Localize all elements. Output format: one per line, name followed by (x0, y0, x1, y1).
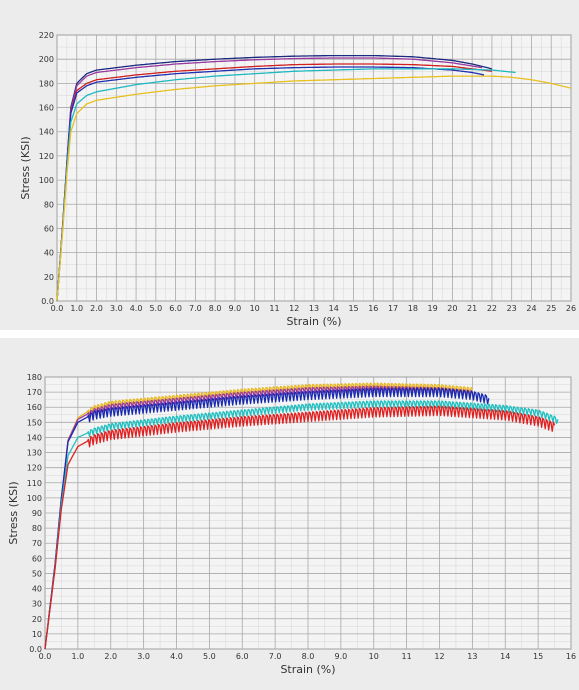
x-tick-label: 4.0 (130, 304, 143, 313)
y-tick-label: 100 (27, 494, 42, 503)
y-tick-label: 20 (44, 273, 54, 282)
x-tick-label: 17 (388, 304, 398, 313)
y-tick-label: 170 (27, 388, 42, 397)
x-axis-title: Strain (%) (280, 663, 335, 676)
x-tick-label: 16 (368, 304, 378, 313)
x-tick-label: 14 (500, 652, 510, 661)
series-group (56, 54, 572, 302)
x-tick-label: 15 (348, 304, 358, 313)
y-tick-label: 100 (39, 176, 54, 185)
y-tick-label: 80 (44, 200, 54, 209)
series-line-3 (44, 387, 490, 650)
stress-strain-chart-bottom: 0.0 1.0 2.0 3.0 4.0 5.0 6.0 7.0 8.0 9.0 10 11 12 13 14… (7, 373, 576, 676)
x-tick-label: 19 (428, 304, 438, 313)
x-tick-label: 8.0 (302, 652, 315, 661)
y-tick-label: 60 (44, 224, 54, 233)
x-tick-label: 8.0 (209, 304, 222, 313)
x-tick-label: 12 (289, 304, 299, 313)
y-tick-label: 130 (27, 449, 42, 458)
x-tick-label: 12 (434, 652, 444, 661)
series-group (44, 382, 559, 650)
series-line-6 (56, 75, 572, 302)
y-tick-label: 20 (32, 615, 42, 624)
x-tick-label: 9.0 (335, 652, 348, 661)
y-tick-label: 30 (32, 600, 42, 609)
x-tick-label: 7.0 (269, 652, 282, 661)
x-tick-label: 0.0 (51, 304, 64, 313)
stress-strain-chart-top: 0.0 1.0 2.0 3.0 4.0 5.0 6.0 7.0 8.0 9.0 10 11 12 13 14… (19, 31, 576, 328)
y-axis-title: Stress (KSI) (7, 481, 20, 544)
y-tick-label: 200 (39, 55, 54, 64)
y-tick-label: 150 (27, 418, 42, 427)
x-tick-label: 13 (467, 652, 477, 661)
x-tick-label: 11 (402, 652, 412, 661)
y-axis-title: Stress (KSI) (19, 136, 32, 199)
y-tick-label: 120 (27, 464, 42, 473)
series-line-5 (44, 405, 556, 650)
x-tick-label: 6.0 (236, 652, 249, 661)
x-tick-label: 3.0 (110, 304, 123, 313)
x-tick-label: 25 (546, 304, 556, 313)
x-tick-label: 4.0 (170, 652, 183, 661)
y-tick-label: 110 (27, 479, 42, 488)
y-tick-label: 160 (39, 104, 54, 113)
x-tick-label: 18 (408, 304, 418, 313)
x-axis-title: Strain (%) (286, 315, 341, 328)
y-tick-label: 60 (32, 554, 42, 563)
y-tick-label: 10 (32, 630, 42, 639)
x-tick-label: 7.0 (189, 304, 202, 313)
x-tick-label: 22 (487, 304, 497, 313)
y-tick-label: 40 (44, 249, 54, 258)
y-tick-label: 120 (39, 152, 54, 161)
series-line-4 (44, 400, 559, 650)
x-tick-label: 1.0 (72, 652, 85, 661)
y-tick-label: 0.0 (41, 297, 54, 306)
chart-panel-bottom: 0.0 1.0 2.0 3.0 4.0 5.0 6.0 7.0 8.0 9.0 10 11 12 13 14… (0, 338, 579, 690)
y-tick-label: 50 (32, 569, 42, 578)
grid (56, 34, 572, 302)
x-tick-label: 3.0 (137, 652, 150, 661)
x-tick-label: 2.0 (90, 304, 103, 313)
y-tick-label: 180 (39, 79, 54, 88)
series-line-1 (44, 382, 473, 650)
y-tick-label: 140 (39, 128, 54, 137)
series-line-2 (56, 57, 483, 302)
x-tick-label: 11 (269, 304, 279, 313)
x-tick-label: 26 (566, 304, 576, 313)
x-tick-label: 10 (369, 652, 379, 661)
x-tick-label: 5.0 (203, 652, 216, 661)
series-line-5 (56, 68, 516, 302)
series-line-1 (56, 54, 493, 302)
x-tick-label: 1.0 (70, 304, 83, 313)
y-tick-label: 180 (27, 373, 42, 382)
y-tick-label: 70 (32, 539, 42, 548)
x-tick-label: 13 (309, 304, 319, 313)
x-tick-label: 23 (507, 304, 517, 313)
series-line-4 (56, 66, 485, 302)
y-tick-label: 40 (32, 585, 42, 594)
x-tick-label: 0.0 (39, 652, 52, 661)
x-tick-label: 5.0 (149, 304, 162, 313)
x-tick-label: 2.0 (104, 652, 117, 661)
y-tick-label: 140 (27, 433, 42, 442)
x-tick-label: 24 (526, 304, 536, 313)
y-tick-label: 160 (27, 403, 42, 412)
x-tick-label: 20 (447, 304, 457, 313)
y-tick-label: 90 (32, 509, 42, 518)
x-tick-label: 10 (250, 304, 260, 313)
y-tick-label: 220 (39, 31, 54, 40)
x-tick-label: 15 (533, 652, 543, 661)
x-tick-label: 9.0 (229, 304, 242, 313)
panel-separator (0, 330, 579, 338)
x-tick-label: 6.0 (169, 304, 182, 313)
y-tick-label: 0.0 (29, 645, 42, 654)
x-tick-label: 21 (467, 304, 477, 313)
chart-panel-top: 0.0 1.0 2.0 3.0 4.0 5.0 6.0 7.0 8.0 9.0 10 11 12 13 14… (0, 0, 579, 330)
x-tick-label: 14 (329, 304, 339, 313)
series-line-3 (56, 63, 493, 302)
y-tick-label: 80 (32, 524, 42, 533)
x-tick-label: 16 (566, 652, 576, 661)
grid (44, 376, 572, 650)
